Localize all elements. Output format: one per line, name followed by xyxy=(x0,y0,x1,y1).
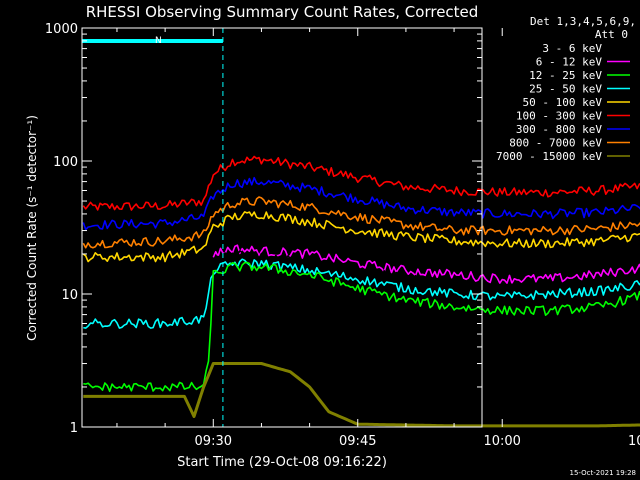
x-tick-label-3: 10:00 xyxy=(483,434,520,449)
series-7000-15000-keV-line xyxy=(83,362,640,428)
y-tick-label-1: 1 xyxy=(70,421,78,436)
legend-label-6: 100 - 300 keV xyxy=(516,110,602,123)
x-tick-label-2: 09:45 xyxy=(339,434,376,449)
y-tick-label-3: 100 xyxy=(53,155,78,170)
x-tick-label-4: 10:15 xyxy=(628,434,640,449)
plot-frame xyxy=(81,27,483,428)
series-6-12-keV-line xyxy=(212,244,640,284)
series-50-100-keV-line xyxy=(82,211,640,263)
legend-header-line-1: Det 1,3,4,5,6,9, xyxy=(530,15,636,28)
legend-label-1: 3 - 6 keV xyxy=(542,42,602,55)
series-25-50-keV-line xyxy=(83,258,640,329)
legend-header-line-2: Att 0 xyxy=(595,28,628,41)
night-interval-layer xyxy=(82,28,224,427)
y-tick-label-4: 1000 xyxy=(45,22,78,37)
legend-label-3: 12 - 25 keV xyxy=(529,69,602,82)
series-800-7000-keV-line xyxy=(82,196,640,249)
y-tick-label-2: 10 xyxy=(61,288,78,303)
legend-label-9: 7000 - 15000 keV xyxy=(496,150,602,163)
legend-label-7: 300 - 800 keV xyxy=(516,123,602,136)
series-3-6-keV-line xyxy=(212,250,640,294)
series-12-25-keV-line xyxy=(83,261,640,393)
x-axis-label: Start Time (29-Oct-08 09:16:22) xyxy=(177,455,387,470)
legend-label-8: 800 - 7000 keV xyxy=(509,137,602,150)
x-tick-label-1: 09:30 xyxy=(195,434,232,449)
legend-label-4: 25 - 50 keV xyxy=(529,83,602,96)
series-100-300-keV-line xyxy=(82,155,640,211)
timestamp: 15-Oct-2021 19:28 xyxy=(570,469,636,477)
series-layer xyxy=(82,155,640,428)
series-300-800-keV-line xyxy=(82,176,640,231)
legend-label-5: 50 - 100 keV xyxy=(523,96,603,109)
y-axis-label: Corrected Count Rate (s⁻¹ detector⁻¹) xyxy=(25,115,39,341)
legend-label-2: 6 - 12 keV xyxy=(536,56,603,69)
chart-title: RHESSI Observing Summary Count Rates, Co… xyxy=(86,3,479,21)
night-label: N xyxy=(155,36,162,46)
